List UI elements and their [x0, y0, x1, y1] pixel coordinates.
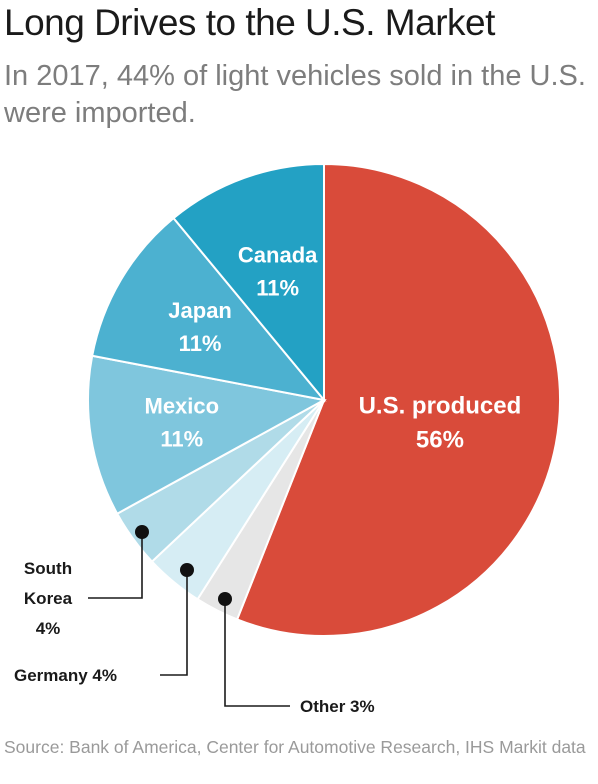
- callout-label-south-korea: 4%: [36, 619, 61, 638]
- callout-label-south-korea: Korea: [24, 589, 73, 608]
- label-u-s-produced-value: 56%: [416, 427, 464, 454]
- leader-line-germany: [160, 570, 188, 676]
- callout-label-germany: Germany 4%: [14, 666, 117, 685]
- label-u-s-produced-name: U.S. produced: [359, 393, 522, 420]
- callout-dot-other: [218, 592, 232, 606]
- label-mexico-name: Mexico: [145, 394, 220, 419]
- pie-slice-u-s-produced: [235, 162, 562, 637]
- chart-subtitle: In 2017, 44% of light vehicles sold in t…: [4, 60, 586, 129]
- label-canada-name: Canada: [238, 242, 318, 267]
- callout-label-south-korea: South: [24, 559, 72, 578]
- inside-labels: U.S. produced 56% Mexico 11% Japan 11% Canada 1…: [145, 242, 522, 453]
- label-japan-name: Japan: [168, 298, 232, 323]
- label-mexico-value: 11%: [160, 427, 203, 452]
- callout-dot-south-korea: [135, 525, 149, 539]
- chart-title: Long Drives to the U.S. Market: [4, 2, 495, 43]
- label-canada-value: 11%: [256, 275, 299, 300]
- pie-slice-canada: [172, 162, 325, 403]
- callout-label-other: Other 3%: [300, 697, 375, 716]
- source-note: Source: Bank of America, Center for Auto…: [4, 737, 586, 757]
- leader-line-south-korea: [88, 532, 143, 599]
- pie-slice-mexico: [87, 354, 327, 516]
- pie-slice-japan: [91, 216, 327, 402]
- callouts: South Korea 4% Germany 4% Other 3%: [14, 525, 375, 716]
- leader-line-other: [224, 599, 290, 707]
- pie-slices: [87, 162, 562, 637]
- label-japan-value: 11%: [179, 331, 222, 356]
- callout-dot-germany: [180, 563, 194, 577]
